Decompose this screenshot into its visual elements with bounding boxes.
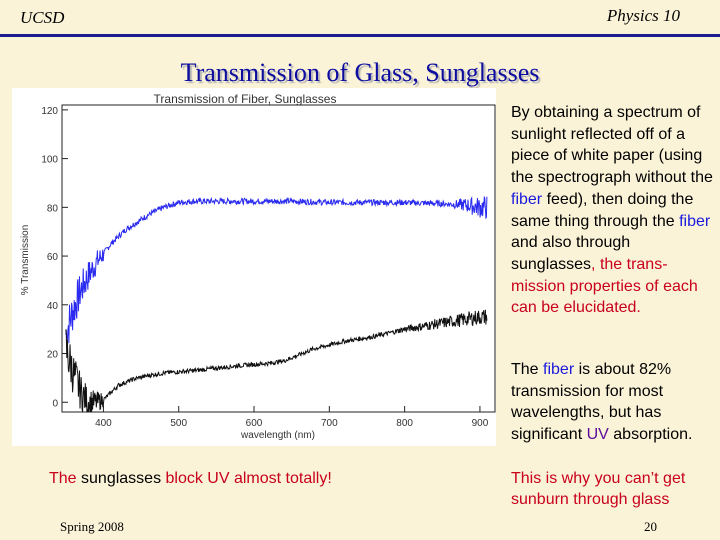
fiber-word: fiber	[543, 361, 575, 378]
sunburn-note: This is why you can’t get sunburn throug…	[511, 470, 686, 508]
x-axis-label: wavelength (nm)	[240, 430, 315, 441]
x-tick-label: 900	[472, 418, 489, 429]
fiber-text-3: absorption.	[608, 426, 693, 444]
note-text-1: The	[49, 470, 82, 487]
fiber-text-1: The	[511, 361, 544, 378]
desc-text-3: and also through sunglasses	[511, 234, 631, 273]
x-tick-label: 600	[246, 418, 263, 429]
x-tick-label: 400	[95, 418, 112, 429]
x-tick-label: 800	[396, 418, 413, 429]
y-tick-label: 100	[41, 155, 58, 166]
sunglasses-series-line	[65, 309, 488, 413]
x-tick-label: 700	[321, 418, 338, 429]
y-tick-label: 120	[41, 106, 58, 117]
x-ticks: 400 500 600 700 800 900	[95, 406, 489, 429]
slide-title: Transmission of Glass, Sunglasses	[180, 58, 540, 87]
slide-number: 20	[644, 519, 657, 534]
desc-text-4: , the trans-mission properties of each c…	[511, 255, 698, 317]
fiber-series-line	[65, 196, 488, 350]
uv-word: UV	[586, 426, 609, 444]
desc-fiber-1: fiber	[511, 190, 543, 208]
description-paragraph: By obtaining a spectrum of sunlight refl…	[511, 102, 717, 319]
desc-text-2: feed), then doing the same thing through…	[511, 190, 694, 230]
y-ticks: 0 20 40 60 80 100 120	[41, 106, 68, 409]
header-course: Physics 10	[606, 6, 680, 25]
slide-header: UCSD Physics 10	[0, 0, 720, 40]
chart-title: Transmission of Fiber, Sunglasses	[154, 92, 337, 106]
y-tick-label: 0	[52, 398, 58, 409]
y-axis-label: % Transmission	[20, 225, 31, 296]
note-text-2: block UV almost totally!	[161, 470, 332, 487]
x-tick-label: 500	[170, 418, 187, 429]
desc-fiber-2: fiber	[679, 212, 711, 230]
plot-frame	[61, 104, 496, 413]
fiber-paragraph: The fiber is about 82% transmission for …	[511, 359, 717, 446]
desc-text-1: By obtaining a spectrum of sunlight refl…	[511, 104, 713, 187]
y-tick-label: 80	[47, 203, 59, 214]
y-tick-label: 60	[47, 252, 59, 263]
y-tick-label: 40	[47, 301, 59, 312]
note-sunglasses: sunglasses	[81, 470, 162, 487]
sunglasses-note: The sunglasses block UV almost totally!	[49, 470, 332, 488]
header-institution: UCSD	[20, 8, 65, 27]
transmission-chart: Transmission of Fiber, Sunglasses 0 20 40 6…	[12, 88, 496, 446]
header-divider	[0, 34, 720, 37]
chart-svg: Transmission of Fiber, Sunglasses 0 20 40 6…	[20, 92, 496, 441]
y-tick-label: 20	[47, 350, 59, 361]
fiber-text-2: is about 82% transmission for most wavel…	[511, 361, 672, 444]
footer-date: Spring 2008	[60, 519, 124, 534]
